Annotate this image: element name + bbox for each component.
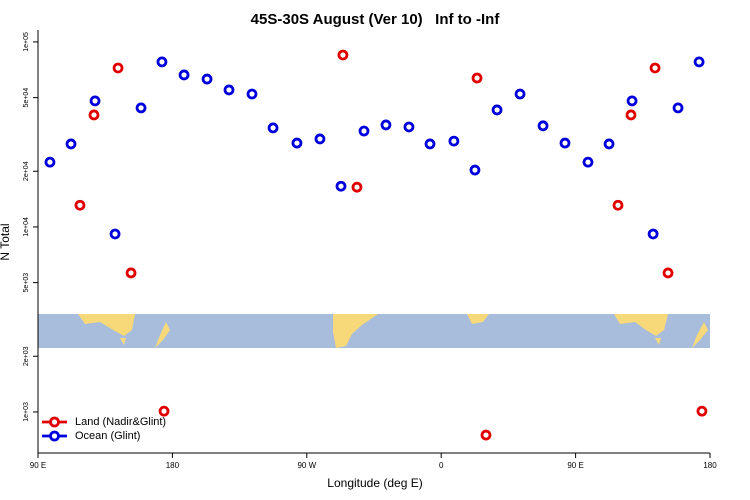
data-point: [358, 125, 370, 137]
data-point: [491, 104, 503, 116]
y-tick-label: 5e+04: [23, 88, 30, 108]
data-point: [582, 156, 594, 168]
data-point: [603, 138, 615, 150]
data-point: [612, 199, 624, 211]
data-point: [403, 121, 415, 133]
x-tick-label: 180: [166, 461, 180, 470]
legend-marker: [49, 430, 60, 442]
x-tick-label: 180: [703, 461, 717, 470]
y-tick-label: 1e+03: [23, 402, 30, 422]
legend-label: Land (Nadir&Glint): [75, 416, 166, 428]
data-point: [112, 62, 124, 74]
data-point: [380, 119, 392, 131]
data-point: [109, 228, 121, 240]
data-point: [471, 72, 483, 84]
data-point: [649, 62, 661, 74]
y-tick-label: 1e+04: [23, 217, 30, 237]
data-point: [291, 137, 303, 149]
data-point: [514, 88, 526, 100]
y-tick-label: 2e+04: [23, 161, 30, 181]
y-tick-label: 5e+03: [23, 273, 30, 293]
data-point: [335, 180, 347, 192]
data-point: [246, 88, 258, 100]
data-point: [696, 405, 708, 417]
data-point: [135, 102, 147, 114]
x-tick-label: 90 E: [567, 461, 583, 470]
data-point: [693, 56, 705, 68]
data-point: [626, 95, 638, 107]
data-point: [625, 109, 637, 121]
x-tick-label: 90 E: [30, 461, 46, 470]
data-point: [158, 405, 170, 417]
data-point: [74, 199, 86, 211]
data-point: [647, 228, 659, 240]
data-point: [125, 267, 137, 279]
data-point: [44, 156, 56, 168]
data-point: [537, 120, 549, 132]
x-tick-label: 90 W: [297, 461, 316, 470]
data-point: [267, 122, 279, 134]
data-point: [65, 138, 77, 150]
data-point: [178, 69, 190, 81]
data-point: [672, 102, 684, 114]
y-tick-label: 1e+05: [23, 32, 30, 52]
data-point: [469, 164, 481, 176]
data-point: [662, 267, 674, 279]
legend-marker: [49, 416, 60, 428]
data-point: [480, 429, 492, 441]
y-tick-label: 2e+03: [23, 346, 30, 366]
data-point: [88, 109, 100, 121]
data-point: [314, 133, 326, 145]
map-strip: [38, 314, 710, 348]
data-point: [223, 84, 235, 96]
data-point: [559, 137, 571, 149]
x-axis-label: Longitude (deg E): [327, 476, 422, 490]
x-tick-label: 0: [439, 461, 444, 470]
data-point: [156, 56, 168, 68]
data-point: [424, 138, 436, 150]
data-point: [201, 73, 213, 85]
data-point: [89, 95, 101, 107]
y-axis-label: N Total: [0, 223, 12, 260]
chart-title: 45S-30S August (Ver 10) Inf to -Inf: [251, 11, 501, 28]
data-point: [337, 49, 349, 61]
data-point: [351, 181, 363, 193]
legend-label: Ocean (Glint): [75, 430, 140, 442]
data-point: [448, 135, 460, 147]
